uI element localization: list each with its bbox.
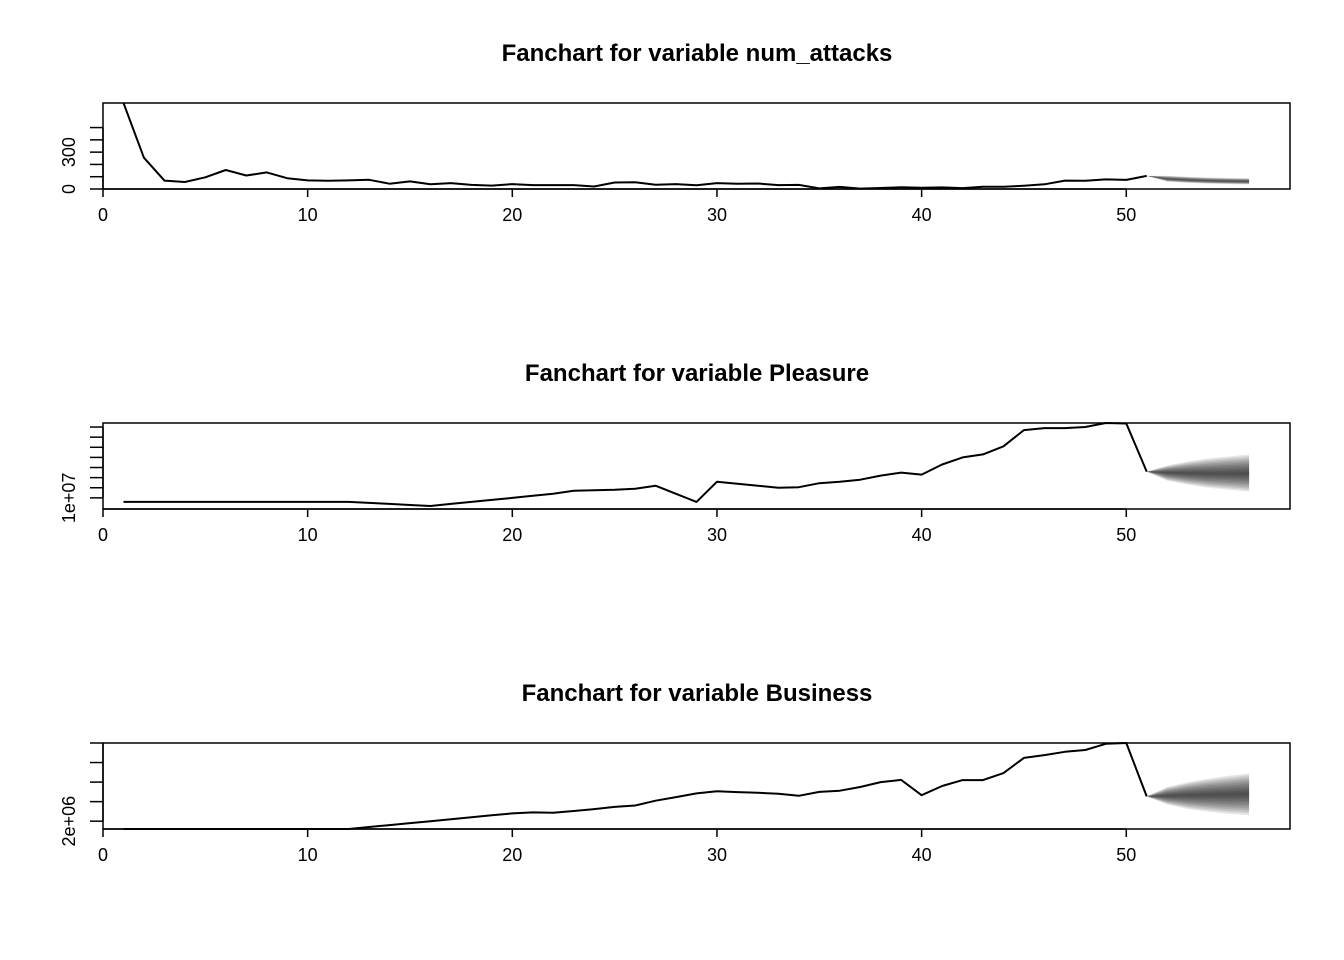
forecast-fan-band <box>1146 459 1250 488</box>
forecast-fan-band <box>1146 454 1250 492</box>
chart-title: Fanchart for variable num_attacks <box>502 40 893 67</box>
x-tick-label: 10 <box>298 845 318 865</box>
x-tick-label: 50 <box>1116 205 1136 225</box>
series-line <box>122 102 1147 190</box>
forecast-fan-band <box>1146 175 1250 185</box>
forecast-fan-band <box>1146 175 1250 183</box>
forecast-fan-band <box>1146 175 1250 183</box>
forecast-fan-band <box>1146 175 1250 183</box>
forecast-fan-band <box>1146 467 1250 480</box>
y-tick-label: 1e+07 <box>59 473 79 524</box>
chart-panel-1: Fanchart for variable num_attacks 0 10 20 30… <box>59 40 1291 225</box>
x-tick-label: 20 <box>502 525 522 545</box>
x-tick-label: 10 <box>298 525 318 545</box>
forecast-fan-band <box>1146 456 1250 491</box>
x-tick-label: 0 <box>98 845 108 865</box>
forecast-fan-band <box>1146 778 1250 810</box>
forecast-fan-band <box>1146 790 1250 798</box>
y-tick-label: 2e+06 <box>59 796 79 847</box>
forecast-fan-band <box>1146 776 1250 812</box>
forecast-fan-band <box>1146 175 1250 182</box>
chart-panel-2: Fanchart for variable Pleasure 0 10 20 30 40 5… <box>59 360 1291 545</box>
forecast-fan-band <box>1146 773 1250 816</box>
forecast-fan-band <box>1146 792 1250 797</box>
y-tick-label: 300 <box>59 137 79 167</box>
x-tick-label: 20 <box>502 845 522 865</box>
chart-title: Fanchart for variable Business <box>522 680 873 707</box>
x-tick-label: 30 <box>707 205 727 225</box>
forecast-fan-band <box>1146 470 1250 477</box>
forecast-fan-band <box>1146 175 1250 184</box>
y-axis: 0 300 <box>59 126 104 194</box>
x-axis: 0 10 20 30 40 50 <box>98 508 1136 545</box>
x-tick-label: 40 <box>912 205 932 225</box>
x-tick-label: 30 <box>707 845 727 865</box>
y-axis: 1e+07 <box>59 426 104 524</box>
series-line <box>123 422 1148 507</box>
x-tick-label: 10 <box>298 205 318 225</box>
forecast-fan-band <box>1146 785 1250 803</box>
x-tick-label: 30 <box>707 525 727 545</box>
forecast-fan-band <box>1146 175 1250 184</box>
forecast-fan-band <box>1146 465 1250 482</box>
x-tick-label: 0 <box>98 525 108 545</box>
forecast-fan-band <box>1146 462 1250 485</box>
chart-panel-3: Fanchart for variable Business 0 10 20 30 40 5… <box>59 680 1291 865</box>
x-tick-label: 50 <box>1116 525 1136 545</box>
forecast-fan-band <box>1146 781 1250 807</box>
forecast-fan-band <box>1146 775 1250 814</box>
series-line <box>123 742 1148 830</box>
forecast-fan-band <box>1146 175 1250 184</box>
chart-title: Fanchart for variable Pleasure <box>525 360 869 387</box>
x-tick-label: 50 <box>1116 845 1136 865</box>
x-tick-label: 40 <box>912 845 932 865</box>
x-axis: 0 10 20 30 40 50 <box>98 828 1136 865</box>
forecast-fan-band <box>1146 175 1250 185</box>
forecast-fan-band <box>1146 464 1250 483</box>
y-axis: 2e+06 <box>59 742 104 847</box>
x-tick-label: 0 <box>98 205 108 225</box>
x-axis: 0 10 20 30 40 50 <box>98 188 1136 225</box>
forecast-fan-band <box>1146 457 1250 489</box>
forecast-fan-band <box>1146 788 1250 800</box>
y-tick-label: 0 <box>59 184 79 194</box>
forecast-fan-band <box>1146 175 1250 183</box>
plot-frame <box>102 422 1291 510</box>
forecast-fan-band <box>1146 175 1250 182</box>
x-tick-label: 20 <box>502 205 522 225</box>
forecast-fan-band <box>1146 460 1250 486</box>
forecast-fan-band <box>1146 783 1250 805</box>
forecast-fan-band <box>1146 780 1250 809</box>
x-tick-label: 40 <box>912 525 932 545</box>
plot-frame <box>102 742 1291 830</box>
forecast-fan-band <box>1146 787 1250 801</box>
forecast-fan-band <box>1146 471 1250 476</box>
forecast-fan-band <box>1146 175 1250 184</box>
forecast-fan-band <box>1146 468 1250 479</box>
